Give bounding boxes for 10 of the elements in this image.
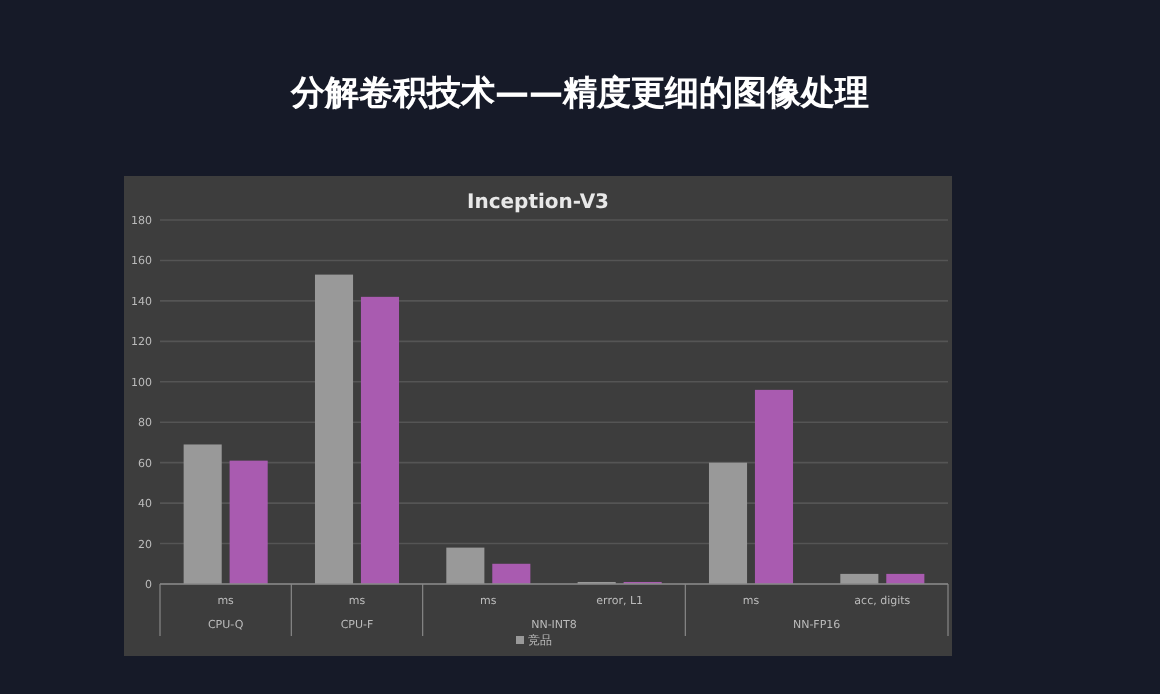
bar	[708, 462, 748, 584]
bar	[229, 460, 268, 584]
bar	[446, 547, 485, 584]
bar	[183, 444, 222, 584]
bar	[492, 563, 531, 584]
bar	[360, 296, 400, 584]
bar	[314, 274, 354, 584]
chart-subtitle: Inception-V3	[466, 192, 610, 214]
bar	[754, 389, 794, 584]
chart-title: 分解卷积技术——精度更细的图像处理	[289, 74, 869, 114]
